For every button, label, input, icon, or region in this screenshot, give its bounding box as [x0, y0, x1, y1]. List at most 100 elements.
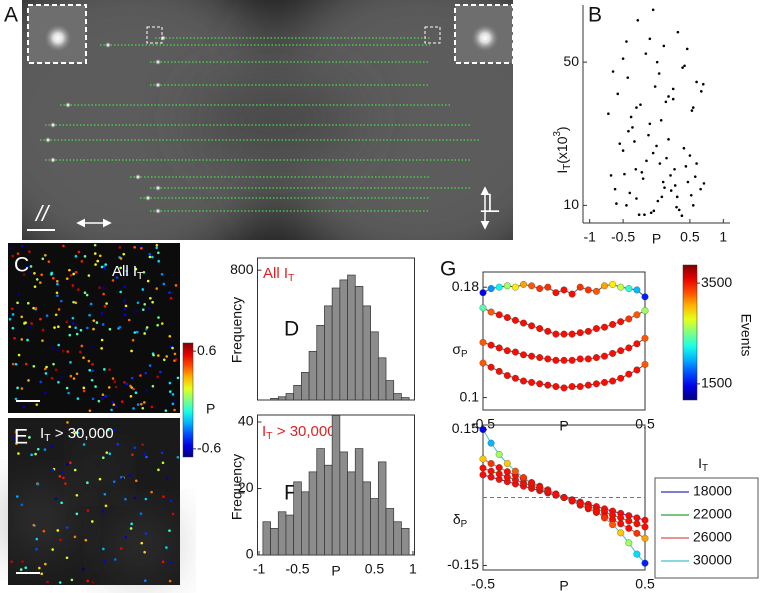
point	[528, 479, 536, 487]
dot	[11, 362, 15, 366]
dot	[55, 291, 59, 295]
dot	[34, 452, 37, 456]
y-axis-label: IT(x103)	[552, 126, 573, 173]
point	[503, 314, 511, 321]
dot	[20, 338, 24, 341]
dot	[159, 370, 162, 374]
dot	[134, 391, 138, 394]
dot	[157, 468, 160, 472]
spot	[155, 82, 161, 88]
dot	[101, 456, 105, 460]
dot	[111, 377, 115, 380]
dot	[140, 402, 143, 406]
legend-title-part: T	[702, 463, 708, 474]
dot	[141, 443, 144, 446]
point	[656, 199, 660, 203]
point	[568, 496, 576, 504]
dot	[47, 260, 51, 263]
dot	[56, 294, 59, 297]
dot	[143, 332, 146, 335]
point	[609, 349, 617, 357]
dot	[165, 477, 169, 480]
bar	[331, 414, 341, 556]
dot	[176, 455, 180, 459]
dot	[101, 397, 104, 400]
dot	[173, 352, 177, 356]
y-tick-label: 800	[230, 261, 254, 277]
dot	[76, 431, 80, 435]
dot	[113, 428, 117, 432]
point	[487, 363, 495, 371]
y-axis-label-part: σ	[452, 341, 461, 357]
dot	[72, 272, 75, 276]
dot	[143, 550, 146, 554]
dot	[11, 326, 15, 330]
y-tick-label: 40	[238, 413, 254, 429]
dot	[24, 362, 28, 366]
dot	[113, 380, 117, 383]
inset-spot	[44, 24, 72, 52]
point	[663, 186, 666, 189]
dot	[19, 568, 23, 571]
dot	[17, 353, 21, 357]
x-tick-label: 1	[409, 561, 417, 577]
dot	[155, 246, 158, 250]
y-axis-label: δP	[453, 511, 468, 530]
point	[511, 316, 519, 324]
dot	[102, 292, 105, 296]
point	[641, 177, 645, 180]
dot	[17, 292, 21, 296]
point	[479, 455, 487, 463]
point	[576, 383, 584, 390]
point	[617, 347, 625, 355]
bar	[308, 350, 318, 401]
image-label-part: I	[40, 425, 44, 442]
point	[479, 338, 487, 346]
point	[655, 144, 658, 148]
x-tick-label: -1	[253, 561, 266, 577]
dot	[168, 579, 172, 583]
dot	[85, 293, 89, 297]
dot	[133, 446, 137, 450]
dot	[52, 362, 55, 366]
dot	[56, 529, 60, 532]
point	[621, 149, 625, 152]
dot	[171, 393, 175, 396]
dot	[64, 482, 67, 485]
point	[520, 474, 527, 482]
dot	[136, 403, 140, 406]
point	[691, 204, 695, 207]
panel-label: A	[4, 4, 18, 27]
point	[677, 208, 681, 212]
dot	[107, 386, 111, 389]
point	[682, 146, 686, 150]
point	[584, 355, 592, 363]
dot	[168, 381, 172, 385]
point	[617, 529, 625, 537]
y-axis-label: Frequency	[229, 297, 245, 363]
dot	[20, 244, 24, 248]
point	[576, 329, 584, 337]
point	[626, 76, 630, 79]
dot	[69, 461, 72, 465]
dot	[97, 399, 101, 403]
dot	[164, 409, 168, 412]
dot	[29, 270, 32, 274]
point	[544, 355, 552, 363]
dot	[50, 376, 54, 380]
point	[584, 381, 592, 389]
dot	[71, 322, 75, 325]
x-axis-label: P	[559, 578, 568, 593]
dot	[32, 364, 36, 368]
dot	[23, 322, 26, 325]
point	[479, 464, 487, 472]
point	[487, 308, 495, 316]
point	[633, 340, 641, 348]
x-tick-label: -0.5	[471, 576, 495, 592]
spot	[155, 208, 161, 214]
bar	[301, 372, 310, 401]
dot	[169, 561, 173, 564]
dot	[145, 389, 149, 392]
dot	[39, 380, 43, 384]
point	[637, 213, 641, 217]
